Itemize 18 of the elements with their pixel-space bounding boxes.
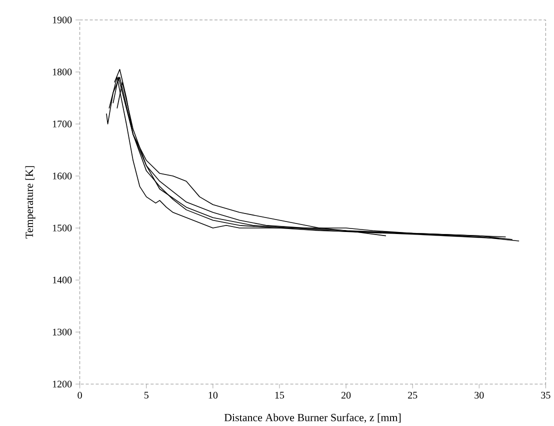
x-tick-label: 5 bbox=[144, 392, 148, 398]
y-tick-label: 1900 bbox=[52, 16, 72, 24]
x-tick-label: 30 bbox=[474, 392, 484, 399]
y-tick-label: 1700 bbox=[52, 120, 72, 128]
x-tick-label: 25 bbox=[408, 392, 418, 398]
y-tick-label: 1400 bbox=[52, 276, 72, 284]
y-tick-label: 1600 bbox=[52, 172, 72, 180]
y-tick-label: 1800 bbox=[52, 68, 72, 76]
x-tick-label: 15 bbox=[275, 392, 284, 398]
x-tick-label: 20 bbox=[341, 392, 351, 399]
y-tick-label: 1500 bbox=[52, 224, 72, 232]
x-tick-label: 35 bbox=[541, 392, 550, 398]
y-axis-title: Temperature [K] bbox=[25, 166, 36, 238]
x-tick-label: 0 bbox=[78, 392, 82, 399]
x-tick-label: 10 bbox=[208, 392, 218, 399]
x-axis-title: Distance Above Burner Surface, z [mm] bbox=[224, 413, 401, 423]
y-tick-label: 1200 bbox=[52, 380, 72, 388]
y-tick-label: 1300 bbox=[52, 328, 72, 336]
